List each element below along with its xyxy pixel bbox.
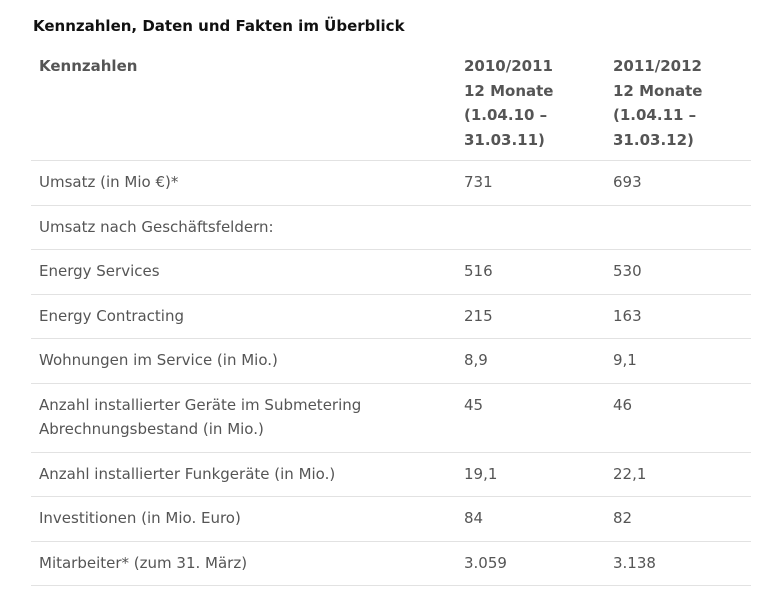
row-value-2011-2012 — [605, 205, 751, 250]
header-period-2010-2011: 2010/2011 12 Monate (1.04.10 – 31.03.11) — [456, 48, 605, 161]
table-row: Anzahl installierter Geräte im Submeteri… — [31, 383, 751, 453]
row-value-2010-2011: 8,9 — [456, 338, 605, 384]
row-value-2011-2012: 163 — [605, 294, 751, 339]
header-col2-line: (1.04.11 – — [613, 106, 697, 124]
header-period-2011-2012: 2011/2012 12 Monate (1.04.11 – 31.03.12) — [605, 48, 751, 161]
row-value-2010-2011: 84 — [456, 496, 605, 542]
table-row: Umsatz (in Mio €)* 731 693 — [31, 160, 751, 206]
header-col1-line: 31.03.11) — [464, 130, 545, 149]
header-col2-line: 12 Monate — [613, 81, 703, 100]
row-value-2010-2011: 731 — [456, 160, 605, 206]
page-title: Kennzahlen, Daten und Fakten im Überblic… — [33, 17, 405, 35]
row-value-2010-2011: 45 — [456, 383, 605, 453]
row-label: Anzahl installierter Funkgeräte (in Mio.… — [31, 451, 456, 497]
row-label: Energy Contracting — [31, 294, 456, 339]
table-row: Energy Contracting 215 163 — [31, 294, 751, 339]
table-row: Anzahl installierter Funkgeräte (in Mio.… — [31, 451, 751, 497]
table-row: Investitionen (in Mio. Euro) 84 82 — [31, 496, 751, 542]
row-label: Energy Services — [31, 249, 456, 295]
row-value-2010-2011: 516 — [456, 249, 605, 295]
row-value-2011-2012: 530 — [605, 249, 751, 295]
row-label: Umsatz nach Geschäftsfeldern: — [31, 205, 456, 250]
row-value-2011-2012: 22,1 — [605, 451, 751, 497]
table-row: Mitarbeiter* (zum 31. März) 3.059 3.138 — [31, 541, 751, 586]
table-header-row: Kennzahlen 2010/2011 12 Monate (1.04.10 … — [31, 48, 751, 161]
row-value-2011-2012: 46 — [605, 383, 751, 453]
header-col1-line: 12 Monate — [464, 81, 554, 100]
row-value-2011-2012: 693 — [605, 160, 751, 206]
row-label: Investitionen (in Mio. Euro) — [31, 496, 456, 542]
row-value-2011-2012: 3.138 — [605, 541, 751, 586]
row-label: Anzahl installierter Geräte im Submeteri… — [31, 383, 456, 453]
row-label: Mitarbeiter* (zum 31. März) — [31, 541, 456, 586]
row-value-2010-2011: 215 — [456, 294, 605, 339]
header-col1-line: 2010/2011 — [464, 57, 553, 75]
row-value-2010-2011 — [456, 205, 605, 250]
row-value-2011-2012: 9,1 — [605, 338, 751, 384]
row-label: Umsatz (in Mio €)* — [31, 160, 456, 206]
row-value-2010-2011: 3.059 — [456, 541, 605, 586]
header-label: Kennzahlen — [31, 48, 456, 161]
table-row: Wohnungen im Service (in Mio.) 8,9 9,1 — [31, 338, 751, 384]
table-row: Umsatz nach Geschäftsfeldern: — [31, 205, 751, 250]
row-value-2011-2012: 82 — [605, 496, 751, 542]
header-col1-line: (1.04.10 – — [464, 106, 548, 124]
row-label: Wohnungen im Service (in Mio.) — [31, 338, 456, 384]
header-col2-line: 2011/2012 — [613, 57, 702, 75]
key-figures-table: Kennzahlen 2010/2011 12 Monate (1.04.10 … — [31, 48, 751, 586]
table-row: Energy Services 516 530 — [31, 249, 751, 295]
header-col2-line: 31.03.12) — [613, 130, 694, 149]
row-value-2010-2011: 19,1 — [456, 451, 605, 497]
